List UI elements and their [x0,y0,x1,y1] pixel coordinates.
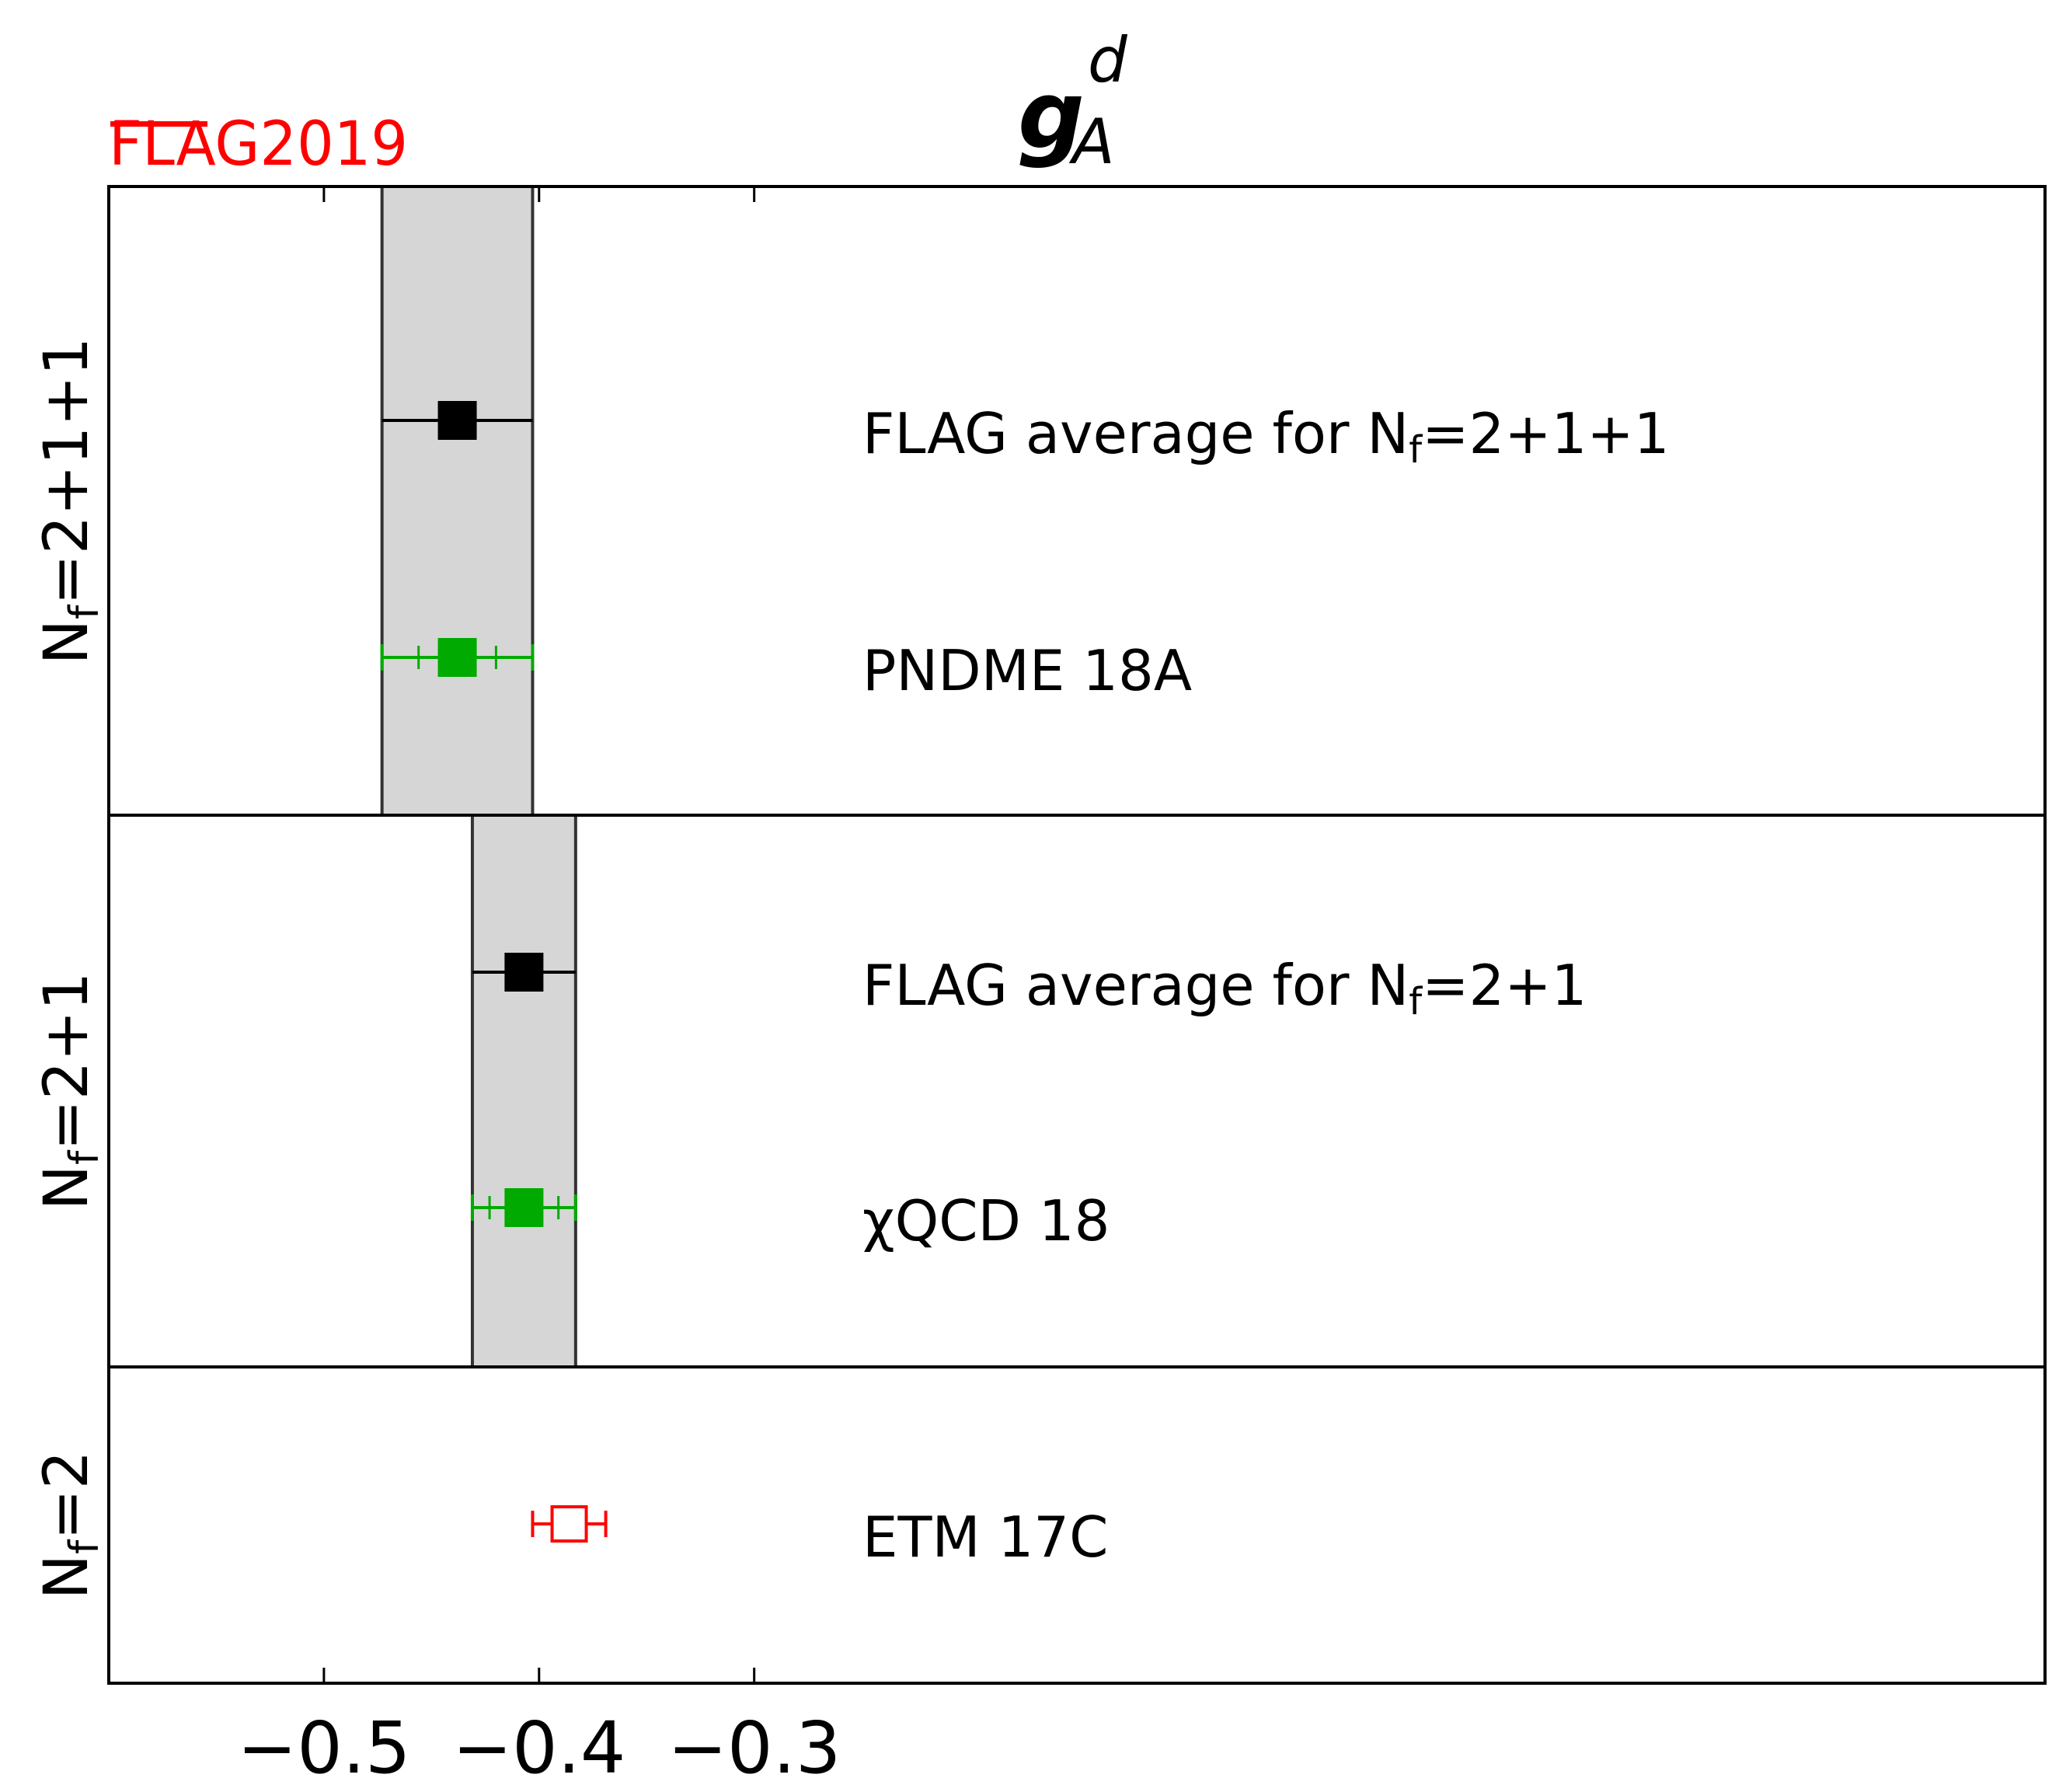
panel-label-n: N [32,1165,102,1210]
title-main: g [1018,62,1085,170]
plot-frame [107,185,2047,1685]
average-band [380,185,535,817]
data-point [531,1505,608,1543]
point-label-sub: f [1409,980,1423,1023]
panel-label-sub: f [61,1539,108,1554]
panel-label-n: N [32,619,102,664]
panel-label: Nf=2+1 [32,972,108,1211]
data-marker [550,1505,588,1543]
data-marker [437,401,477,440]
watermark: FLAG2019 [109,110,408,180]
chart-title: g A d [1018,24,1128,178]
point-label: FLAG average for Nf=2+1 [862,953,1587,1023]
point-label: FLAG average for Nf=2+1+1 [862,401,1670,472]
panel-label-n: N [32,1554,102,1599]
panel-label-rest: =2+1+1 [32,337,102,605]
data-point [470,1188,577,1227]
data-point [472,953,576,992]
point-label-sub: f [1409,428,1423,472]
x-tick-label: −0.3 [667,1707,841,1790]
data-point [380,638,535,677]
panel-label-rest: =2 [32,1451,102,1540]
point-label-name: PNDME 18A [862,638,1192,703]
point-label-rest: =2+1+1 [1422,401,1669,466]
panel-label-rest: =2+1 [32,972,102,1151]
point-label-name: FLAG average for N [862,401,1409,466]
panel-label-sub: f [61,604,108,619]
data-point [381,401,533,440]
point-label-name: χQCD 18 [862,1188,1110,1253]
panel-label-sub: f [61,1149,108,1165]
panel-label: Nf=2+1+1 [32,337,108,665]
point-label-rest: =2+1 [1422,953,1587,1018]
watermark-text: FLAG2019 [109,110,408,180]
title-sub: A [1068,106,1115,178]
title-sup: d [1088,24,1128,96]
x-tick-label: −0.4 [452,1707,625,1790]
point-label: ETM 17C [862,1504,1108,1570]
point-label: χQCD 18 [862,1188,1110,1253]
point-label: PNDME 18A [862,638,1192,703]
data-marker [437,638,477,677]
panel-label: Nf=2 [32,1451,108,1600]
average-band [470,814,577,1368]
point-label-name: ETM 17C [862,1504,1108,1570]
data-marker [504,1188,544,1227]
data-marker [504,953,544,992]
point-label-name: FLAG average for N [862,953,1409,1018]
x-tick-label: −0.5 [237,1707,410,1790]
